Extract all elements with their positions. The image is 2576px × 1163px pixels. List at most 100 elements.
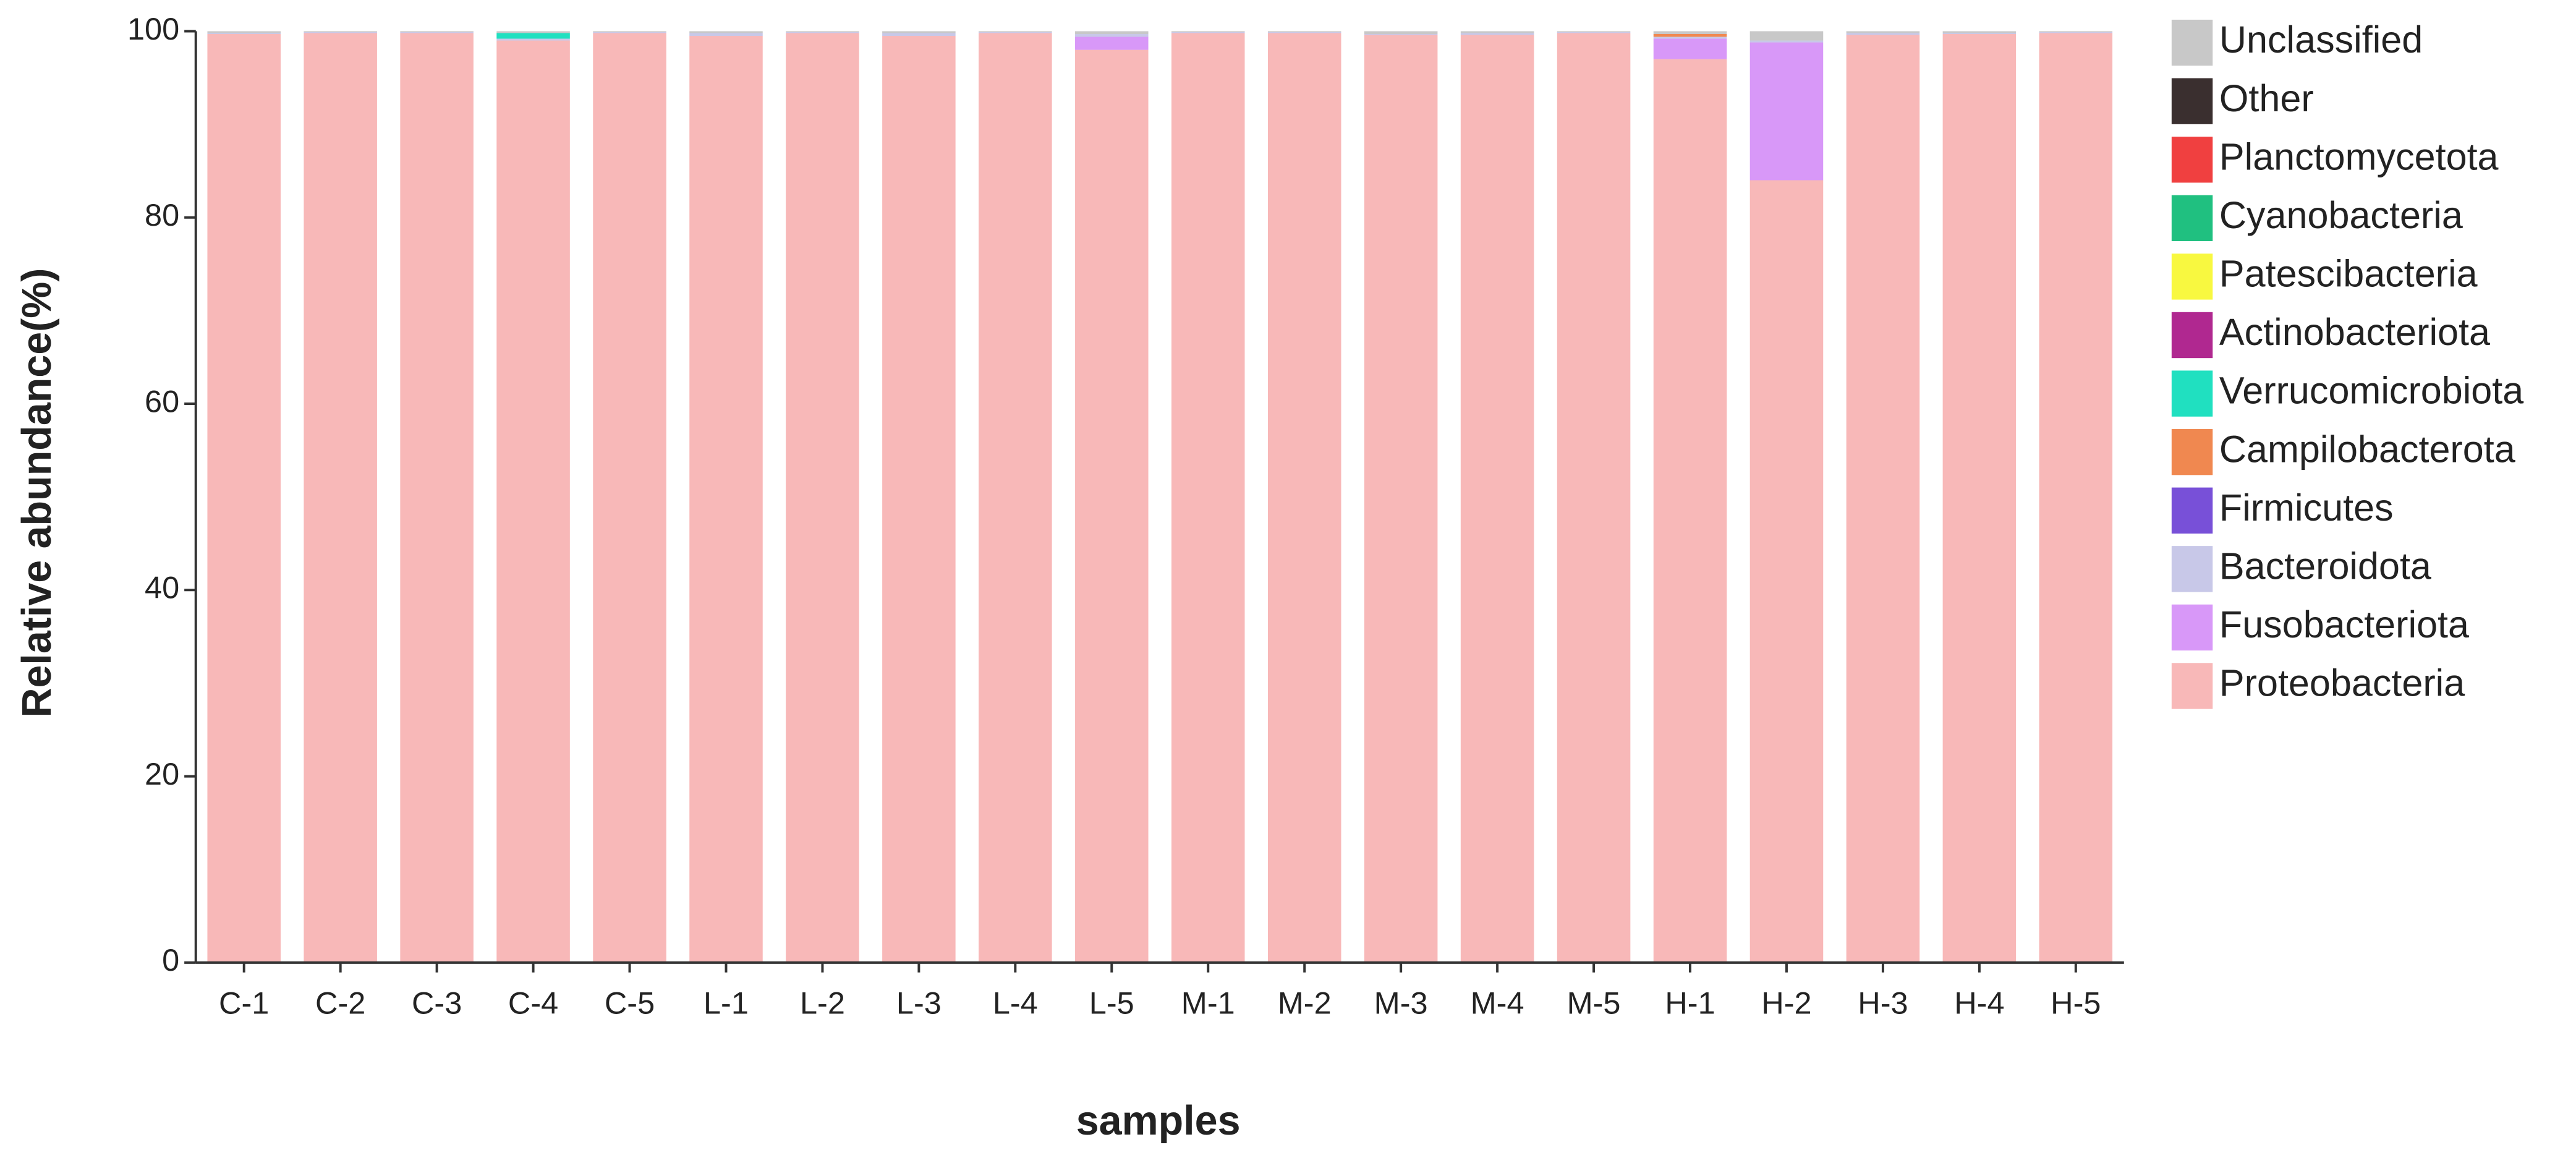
legend-swatch [2171,487,2213,534]
bar-segment [1171,31,1245,32]
bar-segment [1267,33,1341,963]
x-tick-label: H-5 [2051,985,2101,1020]
bar-segment [304,31,377,32]
bar-segment [1460,31,1534,33]
bar-segment [1267,31,1341,32]
legend-label: Verrucomicrobiota [2219,370,2523,412]
bar-segment [1846,33,1920,35]
legend-label: Cyanobacteria [2219,194,2463,236]
bar-segment [786,33,859,963]
bar-segment [1749,180,1824,963]
bar-segment [1171,33,1245,963]
bar-segment [496,31,570,33]
x-tick-label: L-1 [704,985,749,1020]
bar-segment [1749,40,1824,43]
bar-segment [593,31,666,32]
legend-swatch [2171,253,2213,300]
x-tick-label: M-4 [1471,985,1524,1020]
bar-segment [786,32,859,33]
bar-segment [304,32,377,33]
y-tick-label: 40 [145,570,179,605]
legend-label: Firmicutes [2219,487,2394,529]
bar-segment [1749,42,1824,181]
bar-segment [1557,33,1631,963]
bar-segment [1460,33,1534,35]
x-tick-label: H-1 [1665,985,1715,1020]
y-tick-label: 0 [162,942,179,978]
bar-segment [1942,33,2017,963]
x-tick-label: M-1 [1181,985,1235,1020]
x-tick-label: M-5 [1567,985,1621,1020]
y-tick-label: 20 [145,756,179,791]
bar-segment [304,33,377,963]
legend-swatch [2171,137,2213,183]
bar-segment [1075,33,1149,37]
bar-segment [882,31,956,33]
bar-segment [400,32,474,33]
x-tick-label: C-1 [219,985,269,1020]
x-tick-label: C-2 [315,985,365,1020]
bar-segment [1364,31,1438,34]
legend-swatch [2171,195,2213,242]
bar-segment [207,33,281,963]
x-tick-label: H-2 [1761,985,1811,1020]
legend-label: Planctomycetota [2219,135,2499,177]
bar-segment [979,33,1052,963]
legend-swatch [2171,428,2213,475]
y-axis-title: Relative abundance(%) [14,268,60,718]
bar-segment [1171,32,1245,33]
bar-segment [1557,31,1631,32]
y-tick-label: 60 [145,383,179,419]
x-tick-label: C-4 [508,985,558,1020]
bar-segment [1364,33,1438,35]
legend-label: Campilobacterota [2219,428,2515,470]
x-tick-label: C-5 [605,985,655,1020]
bar-segment [689,31,763,33]
bar-segment [1364,35,1438,963]
x-tick-label: H-3 [1858,985,1908,1020]
bar-segment [400,33,474,963]
legend-label: Patescibacteria [2219,253,2478,295]
legend-swatch [2171,19,2213,66]
bar-segment [1653,38,1727,59]
bar-segment [207,33,281,34]
bar-segment [1267,32,1341,33]
bar-segment [1075,36,1149,50]
x-tick-label: L-4 [993,985,1038,1020]
bar-segment [1653,33,1727,37]
bar-segment [400,31,474,32]
bar-segment [689,33,763,36]
x-tick-label: L-5 [1089,985,1134,1020]
bar-segment [1075,49,1149,963]
bar-segment [496,40,570,963]
bar-segment [882,36,956,963]
legend-label: Proteobacteria [2219,662,2465,704]
bar-segment [2039,31,2113,32]
x-tick-label: C-3 [412,985,462,1020]
bar-segment [1942,31,2017,33]
legend-swatch [2171,78,2213,124]
legend-swatch [2171,312,2213,359]
bar-segment [496,38,570,41]
bar-segment [1460,35,1534,963]
x-axis-title: samples [1076,1098,1241,1144]
bar-segment [1846,31,1920,33]
bar-segment [979,32,1052,33]
bar-segment [882,33,956,36]
x-tick-label: L-2 [800,985,845,1020]
bar-segment [2039,33,2113,963]
legend-swatch [2171,663,2213,709]
bar-segment [207,31,281,33]
bar-segment [1942,33,2017,34]
bar-segment [1557,32,1631,33]
bar-segment [1653,59,1727,963]
bar-segment [496,33,570,39]
x-tick-label: M-2 [1278,985,1332,1020]
bar-segment [1653,31,1727,34]
legend-label: Actinobacteriota [2219,311,2490,353]
bar-segment [2039,32,2113,33]
bar-segment [1075,31,1149,34]
legend-swatch [2171,370,2213,417]
bar-segment [593,33,666,963]
